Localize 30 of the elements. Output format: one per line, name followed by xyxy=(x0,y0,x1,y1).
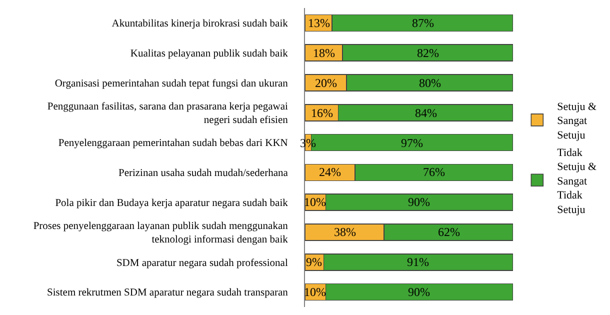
data-label: 76% xyxy=(423,165,445,179)
y-tick-label: Akuntabilitas kinerja birokrasi sudah baik xyxy=(112,18,289,30)
y-tick-label: Organisasi pemerintahan sudah tepat fungsi dan ukuran xyxy=(54,78,289,90)
y-tick-label: Kualitas pelayanan publik sudah baik xyxy=(130,48,289,60)
y-tick-label: Proses penyelenggaraan layanan publik sudah menggunakan teknologi informasi dengan baik xyxy=(33,221,289,246)
data-label: 3% xyxy=(300,136,316,150)
data-label: 90% xyxy=(408,195,430,209)
data-label: 38% xyxy=(334,225,356,239)
data-label: 87% xyxy=(412,16,434,30)
legend-label: Setuju & Sangat Setuju xyxy=(557,100,598,142)
y-tick-label: Sistem rekrutmen SDM aparatur negara sudah transparan xyxy=(47,288,289,299)
data-label: 9% xyxy=(306,255,322,269)
data-label: 13% xyxy=(308,16,330,30)
data-label: 97% xyxy=(401,136,423,150)
y-tick-label: Pola pikir dan Budaya kerja aparatur negara sudah baik xyxy=(55,198,289,210)
legend-label: Tidak Setuju & Sangat Tidak Setuju xyxy=(557,146,598,216)
data-label: 20% xyxy=(315,76,337,90)
data-label: 16% xyxy=(311,106,333,120)
y-tick-label: SDM aparatur negara sudah professional xyxy=(116,258,288,269)
data-label: 80% xyxy=(419,76,441,90)
y-tick-label: Penggunaan fasilitas, sarana dan prasarana kerja pegawai negeri sudah efisien xyxy=(47,102,289,126)
data-label: 82% xyxy=(417,46,439,60)
data-label: 24% xyxy=(319,165,341,179)
data-label: 62% xyxy=(438,225,460,239)
data-label: 91% xyxy=(407,255,429,269)
y-tick-label: Perizinan usaha sudah mudah/sederhana xyxy=(118,168,288,180)
data-label: 18% xyxy=(313,46,335,60)
data-label: 84% xyxy=(415,106,437,120)
y-tick-label: Penyelenggaraan pemerintahan sudah bebas dari KKN xyxy=(58,138,288,150)
data-label: 90% xyxy=(408,285,430,299)
